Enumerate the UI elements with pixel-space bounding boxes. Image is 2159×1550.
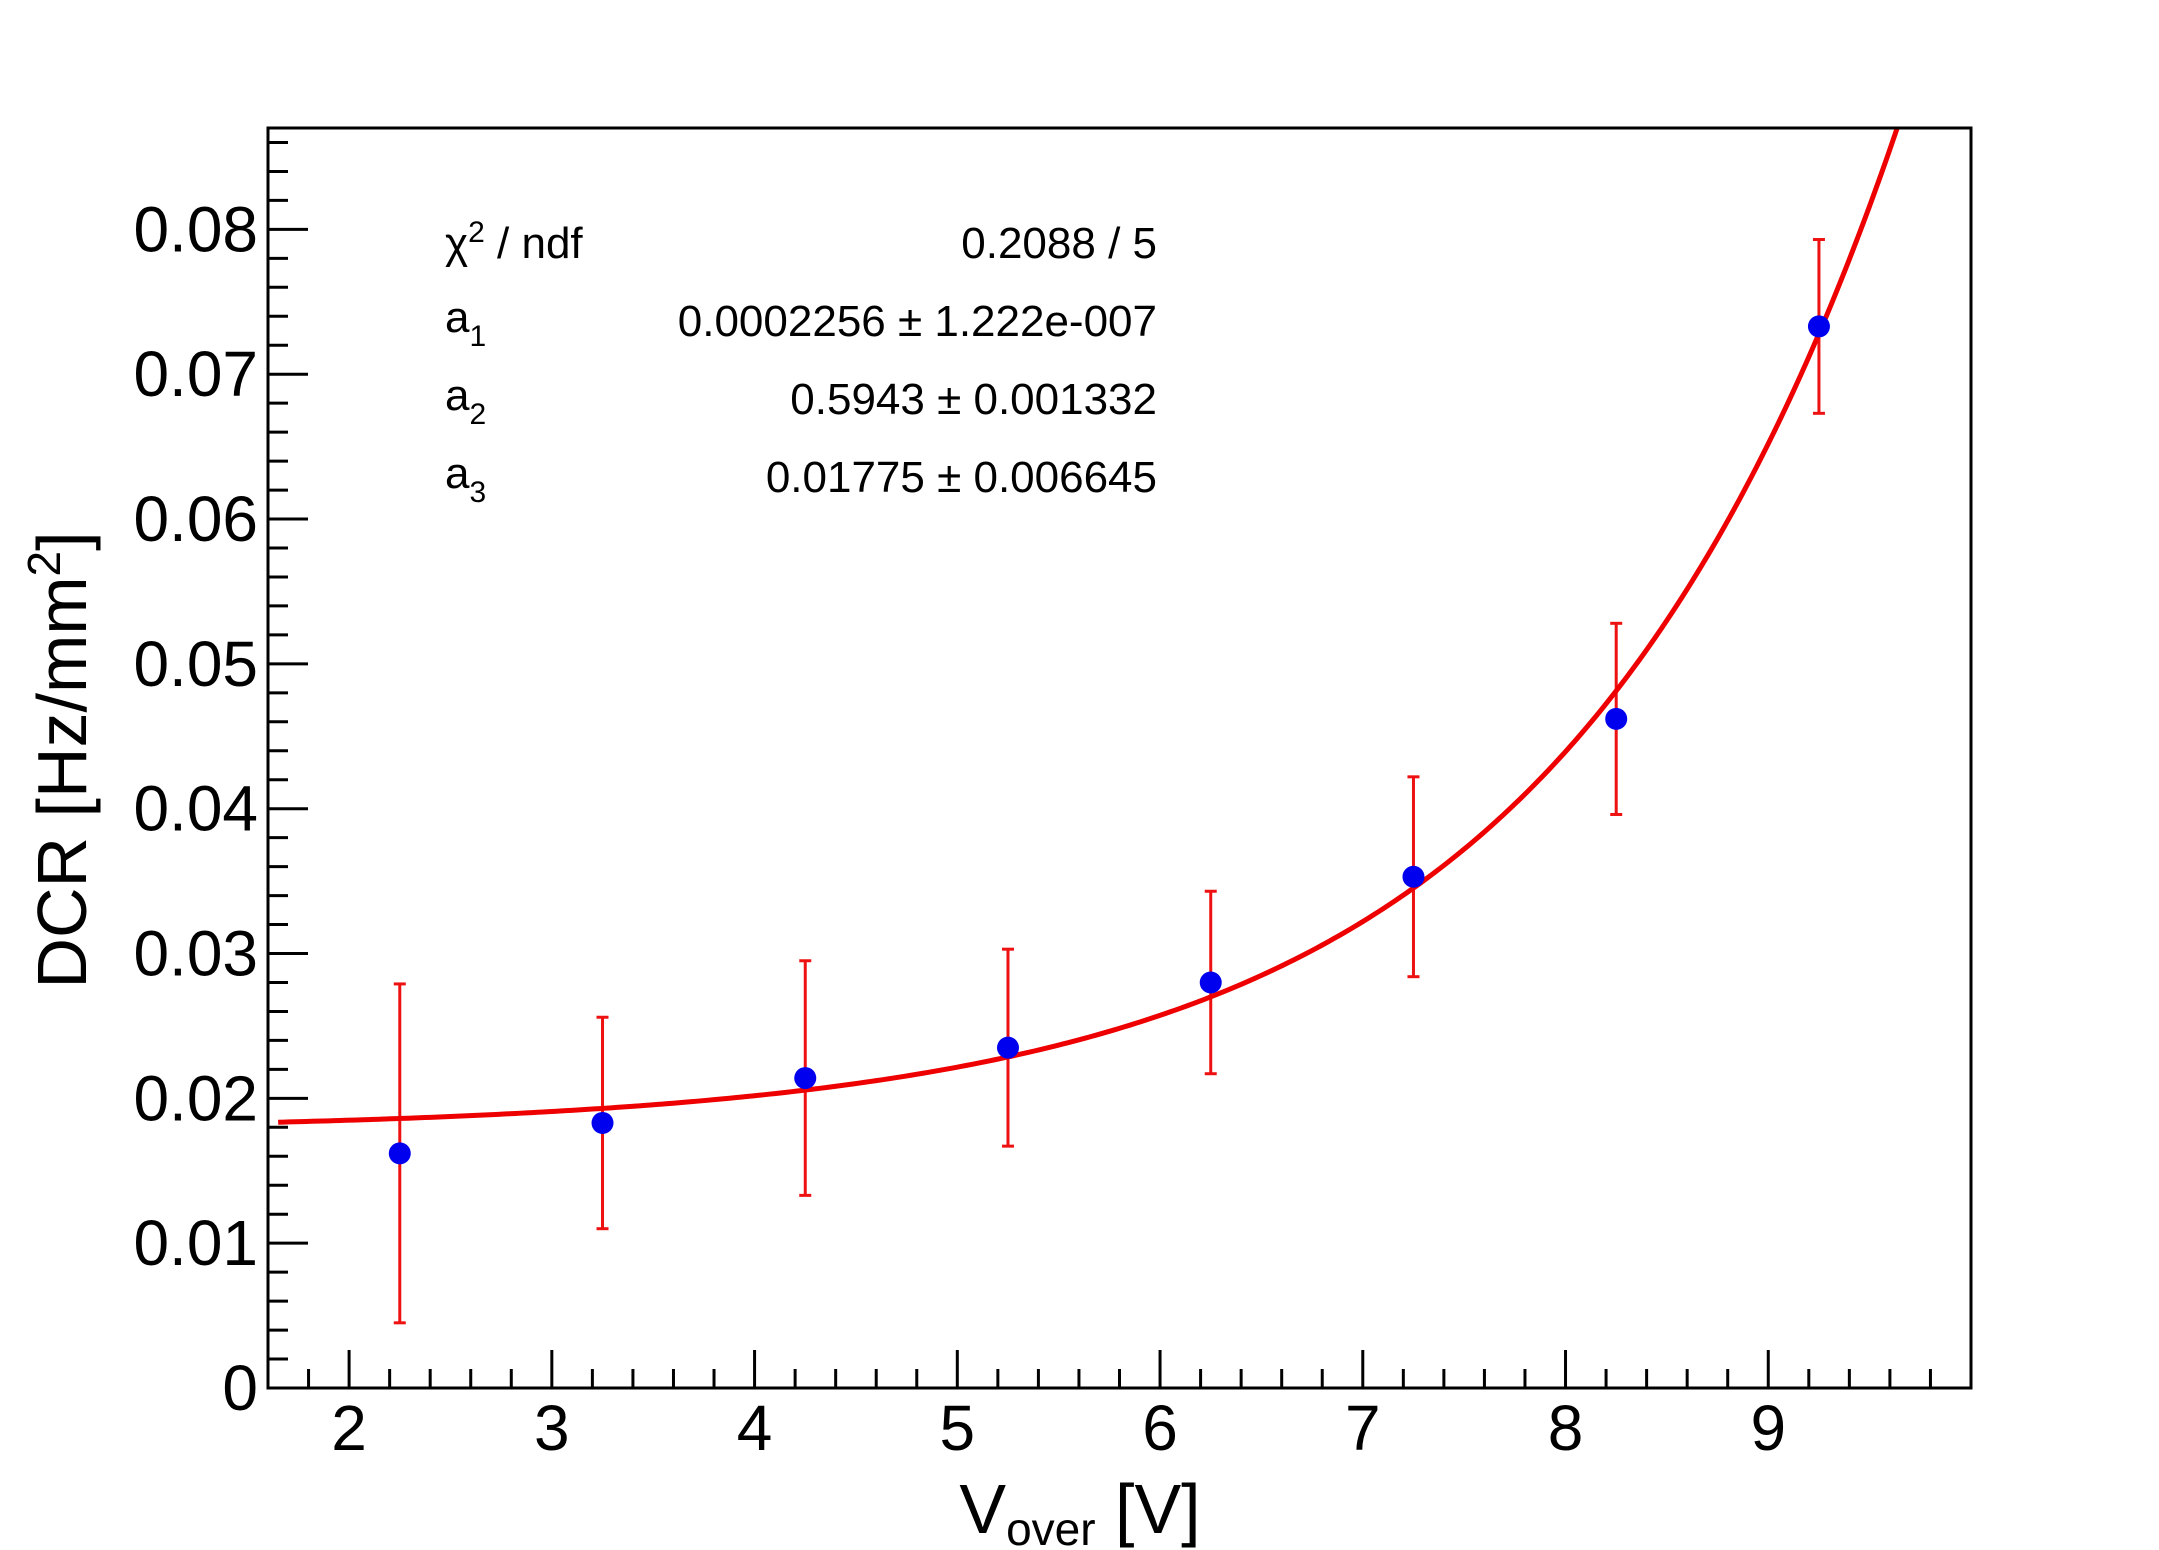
x-tick-labels: 2 3 4 5 6 7 8 9: [331, 1392, 1786, 1464]
stats-row-a3-value: 0.01775 ± 0.006645: [766, 453, 1157, 502]
data-point: [1402, 865, 1425, 888]
y-axis-title: DCR [Hz/mm2]: [18, 531, 101, 988]
x-tick-label: 5: [940, 1392, 976, 1464]
data-points: [388, 315, 1830, 1165]
fit-curve: [278, 128, 1900, 1125]
stats-row-a3-name: a3: [445, 449, 486, 509]
y-tick-label: 0.05: [133, 628, 258, 700]
y-tick-label: 0.03: [133, 918, 258, 990]
stats-row-a1-value: 0.0002256 ± 1.222e-007: [678, 297, 1157, 346]
y-tick-label: 0.06: [133, 483, 258, 555]
data-point: [388, 1142, 411, 1165]
x-tick-label: 3: [534, 1392, 570, 1464]
x-tick-label: 6: [1142, 1392, 1178, 1464]
stats-row-a1-name: a1: [445, 293, 486, 353]
y-tick-label: 0: [222, 1352, 258, 1424]
x-tick-label: 7: [1345, 1392, 1381, 1464]
data-point: [1605, 707, 1628, 730]
x-axis-title: Vover [V]: [959, 1470, 1200, 1550]
data-point: [1199, 971, 1222, 994]
y-tick-label: 0.08: [133, 193, 258, 265]
data-point: [1807, 315, 1830, 338]
x-tick-label: 8: [1548, 1392, 1584, 1464]
y-tick-label: 0.01: [133, 1207, 258, 1279]
data-point: [996, 1036, 1019, 1059]
y-tick-label: 0.02: [133, 1062, 258, 1134]
stats-row-a2-name: a2: [445, 371, 486, 431]
data-point: [794, 1067, 817, 1090]
fit-stats-box: χ2 / ndf 0.2088 / 5 a1 0.0002256 ± 1.222…: [445, 216, 1157, 509]
y-tick-label: 0.07: [133, 338, 258, 410]
plot-frame: [266, 126, 1973, 1390]
data-point: [591, 1111, 614, 1134]
x-tick-label: 2: [331, 1392, 367, 1464]
y-tick-label: 0.04: [133, 773, 258, 845]
axis-ticks: [266, 140, 1973, 1390]
plot-area: [268, 128, 1971, 1388]
x-tick-label: 4: [737, 1392, 773, 1464]
stats-row-a2-value: 0.5943 ± 0.001332: [790, 375, 1157, 424]
y-tick-labels: 0 0.01 0.02 0.03 0.04 0.05 0.06 0.07 0.08: [133, 193, 258, 1424]
x-tick-label: 9: [1750, 1392, 1786, 1464]
stats-row-chi2-value: 0.2088 / 5: [961, 219, 1157, 268]
stats-row-chi2-name: χ2 / ndf: [445, 216, 583, 268]
fit-curve-group: [278, 128, 1900, 1125]
